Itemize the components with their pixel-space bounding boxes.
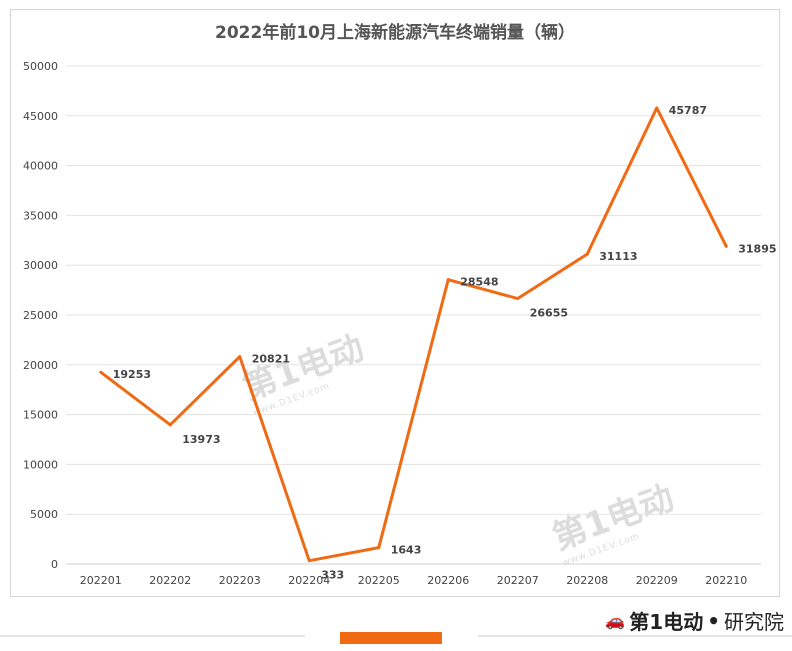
footer-accent-bar <box>340 632 442 644</box>
y-tick-label: 20000 <box>23 359 58 372</box>
data-labels: 19253 13973 20821 333 1643 28548 26655 31113 457… <box>113 104 777 582</box>
y-tick-label: 45000 <box>23 110 58 123</box>
series-line <box>99 106 728 563</box>
data-label: 19253 <box>113 368 151 381</box>
data-label: 45787 <box>669 104 707 117</box>
x-tick-label: 202207 <box>497 574 539 587</box>
y-tick-label: 5000 <box>30 508 58 521</box>
brand-logo: 🚗 第1电动 • 研究院 <box>605 606 784 635</box>
brand-name: 第1电动 <box>629 610 704 634</box>
x-tick-label: 202201 <box>80 574 122 587</box>
y-tick-label: 40000 <box>23 160 58 173</box>
data-point <box>99 370 103 374</box>
data-label: 31895 <box>738 242 776 255</box>
data-point <box>655 106 659 110</box>
y-tick-label: 10000 <box>23 458 58 471</box>
y-axis-ticks: 0 5000 10000 15000 20000 25000 30000 35000 40000… <box>23 60 58 571</box>
x-tick-label: 202208 <box>566 574 608 587</box>
data-label: 20821 <box>252 353 290 366</box>
footer-divider-right <box>478 635 792 637</box>
data-label: 333 <box>321 569 344 582</box>
chart-title: 2022年前10月上海新能源汽车终端销量（辆） <box>215 22 575 43</box>
data-label: 13973 <box>182 433 220 446</box>
y-tick-label: 30000 <box>23 259 58 272</box>
x-tick-label: 202210 <box>705 574 747 587</box>
brand-separator: • <box>707 608 720 633</box>
y-tick-label: 0 <box>51 558 58 571</box>
data-point <box>307 559 311 563</box>
data-label: 28548 <box>460 276 498 289</box>
x-tick-label: 202206 <box>427 574 469 587</box>
data-point <box>446 278 450 282</box>
data-point <box>516 297 520 301</box>
grid-lines <box>66 65 761 565</box>
chart-frame: 第1电动 www.D1EV.com 第1电动 www.D1EV.com 2022… <box>10 9 780 597</box>
brand-suffix: 研究院 <box>724 610 784 634</box>
data-point <box>585 252 589 256</box>
data-point <box>238 355 242 359</box>
car-icon: 🚗 <box>605 611 626 630</box>
line-chart: 2022年前10月上海新能源汽车终端销量（辆） 0 5000 10000 15000 2… <box>23 22 777 587</box>
y-tick-label: 25000 <box>23 309 58 322</box>
data-label: 1643 <box>391 544 422 557</box>
x-tick-label: 202203 <box>219 574 261 587</box>
data-label: 31113 <box>599 250 637 263</box>
x-tick-label: 202204 <box>288 574 330 587</box>
footer-divider-left <box>0 635 305 637</box>
x-tick-label: 202202 <box>149 574 191 587</box>
series-layer <box>99 106 728 563</box>
data-point <box>377 546 381 550</box>
x-tick-label: 202205 <box>358 574 400 587</box>
data-label: 26655 <box>530 307 568 320</box>
x-axis-ticks: 202201 202202 202203 202204 202205 202206 2022… <box>80 574 748 587</box>
data-point <box>168 423 172 427</box>
x-tick-label: 202209 <box>636 574 678 587</box>
y-tick-label: 35000 <box>23 209 58 222</box>
data-point <box>724 244 728 248</box>
y-tick-label: 50000 <box>23 60 58 73</box>
y-tick-label: 15000 <box>23 409 58 422</box>
